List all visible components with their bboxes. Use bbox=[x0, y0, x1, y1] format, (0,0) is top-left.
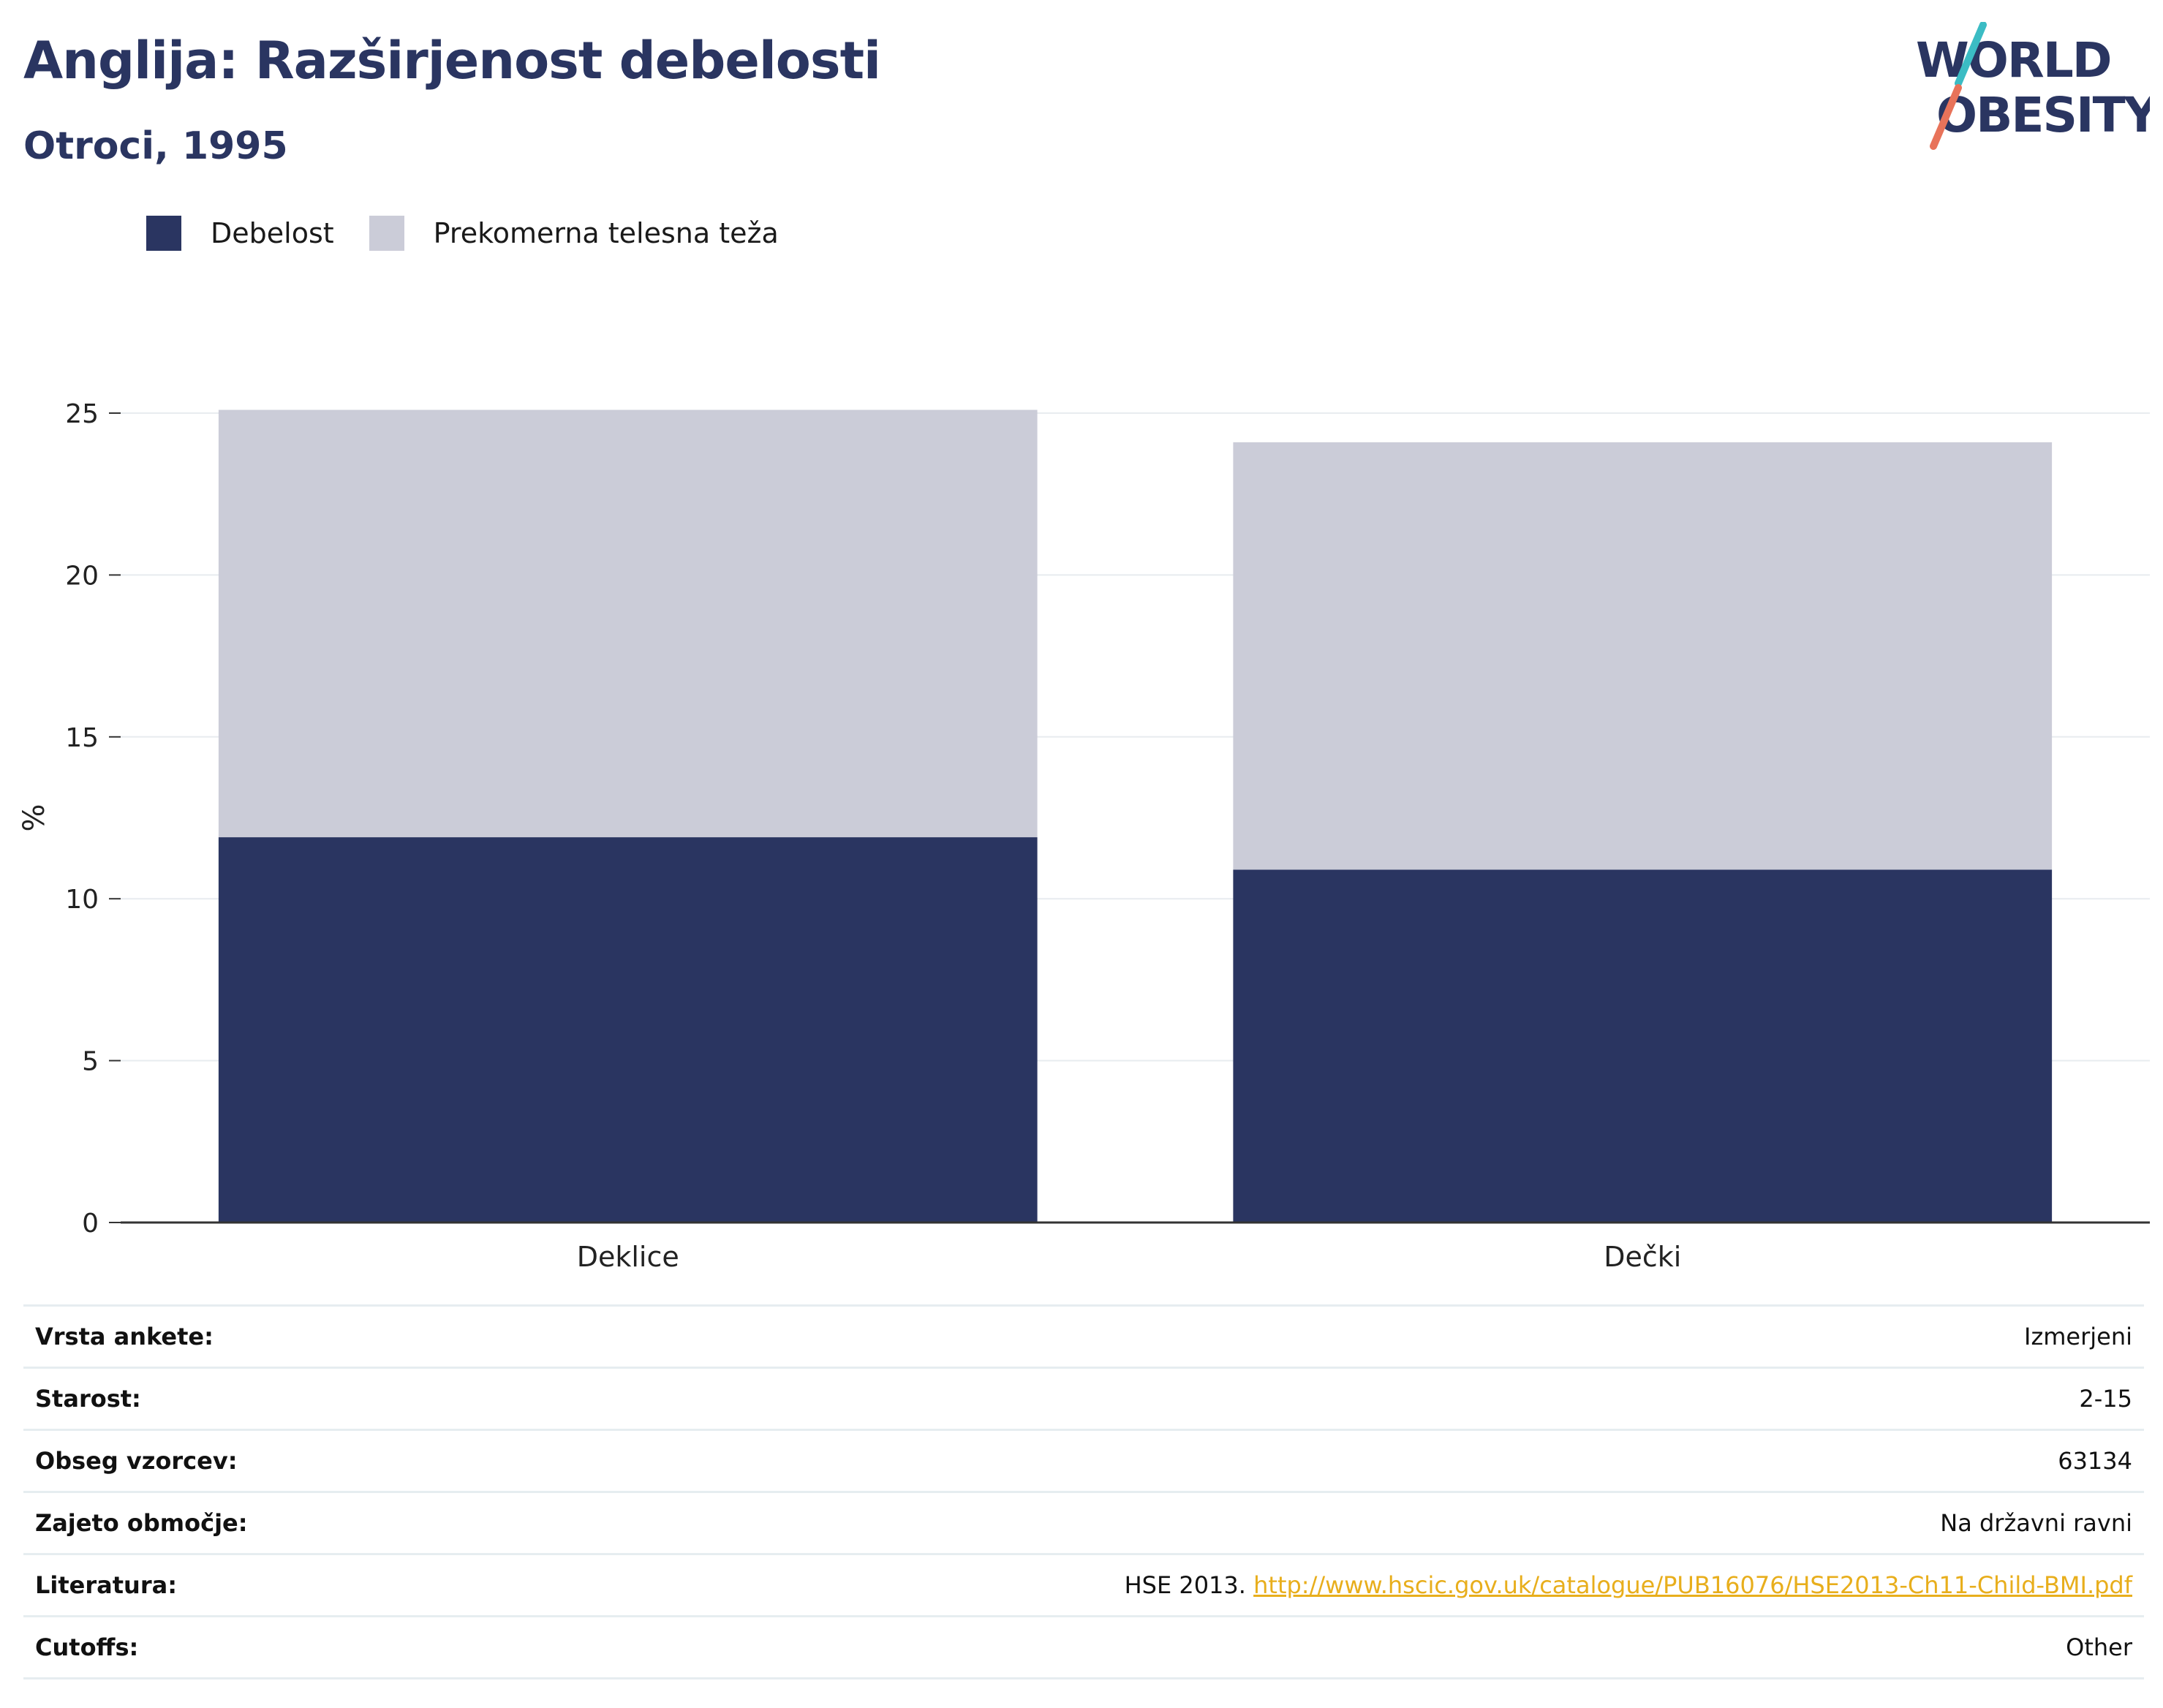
meta-key: Cutoffs: bbox=[35, 1633, 139, 1661]
meta-value-text: 63134 bbox=[2058, 1447, 2132, 1475]
meta-key: Zajeto območje: bbox=[35, 1509, 248, 1537]
legend-label-prekomerna: Prekomerna telesna teža bbox=[433, 217, 779, 249]
bar-prekomerna-1 bbox=[1233, 442, 2053, 870]
legend-swatch-debelost bbox=[146, 216, 181, 251]
legend-label-debelost: Debelost bbox=[211, 217, 334, 249]
meta-value-text: 2-15 bbox=[2079, 1385, 2132, 1413]
table-row: Zajeto območje: Na državni ravni bbox=[23, 1491, 2144, 1553]
page-title: Anglija: Razširjenost debelosti bbox=[23, 31, 881, 91]
y-tick-label: 0 bbox=[82, 1209, 99, 1239]
survey-info-table: Vrsta ankete: Izmerjeni Starost: 2-15 Obseg … bbox=[23, 1304, 2144, 1679]
meta-value: Izmerjeni bbox=[2024, 1323, 2132, 1350]
meta-value: HSE 2013. http://www.hscic.gov.uk/catalo… bbox=[1125, 1571, 2132, 1599]
reference-link[interactable]: http://www.hscic.gov.uk/catalogue/PUB160… bbox=[1253, 1571, 2132, 1599]
table-row: Starost: 2-15 bbox=[23, 1367, 2144, 1429]
legend-swatch-prekomerna bbox=[369, 216, 404, 251]
y-tick-label: 5 bbox=[82, 1047, 99, 1077]
meta-value: 2-15 bbox=[2079, 1385, 2132, 1413]
stacked-bar-chart: 0 5 10 15 20 25 Deklice Dečki % bbox=[18, 399, 2150, 1273]
table-row: Cutoffs: Other bbox=[23, 1615, 2144, 1679]
y-tick-label: 15 bbox=[65, 723, 99, 753]
meta-value-text: Na državni ravni bbox=[1940, 1509, 2132, 1537]
world-obesity-logo: WORLD OBESITY bbox=[1916, 22, 2150, 150]
meta-value-text: HSE 2013. bbox=[1124, 1571, 1254, 1599]
svg-text:OBESITY: OBESITY bbox=[1936, 87, 2150, 143]
page-subtitle: Otroci, 1995 bbox=[23, 124, 288, 168]
table-row: Obseg vzorcev: 63134 bbox=[23, 1429, 2144, 1491]
meta-key: Vrsta ankete: bbox=[35, 1323, 214, 1350]
y-tick-label: 25 bbox=[65, 399, 99, 429]
bar-prekomerna-0 bbox=[218, 409, 1038, 838]
meta-value: 63134 bbox=[2058, 1447, 2132, 1475]
meta-key: Starost: bbox=[35, 1385, 141, 1413]
bar-debelost-0 bbox=[218, 837, 1038, 1223]
meta-value-text: Izmerjeni bbox=[2024, 1323, 2132, 1350]
meta-key: Obseg vzorcev: bbox=[35, 1447, 238, 1475]
y-axis-title: % bbox=[18, 804, 51, 831]
chart-legend: Debelost Prekomerna telesna teža bbox=[146, 216, 814, 251]
meta-key: Literatura: bbox=[35, 1571, 177, 1599]
meta-value: Other bbox=[2066, 1633, 2132, 1661]
y-tick-label: 10 bbox=[65, 885, 99, 915]
x-category-label: Dečki bbox=[1604, 1241, 1681, 1273]
bar-debelost-1 bbox=[1233, 869, 2053, 1223]
svg-text:WORLD: WORLD bbox=[1916, 32, 2111, 88]
meta-value-text: Other bbox=[2066, 1633, 2132, 1661]
meta-value: Na državni ravni bbox=[1940, 1509, 2132, 1537]
y-tick-label: 20 bbox=[65, 561, 99, 591]
table-row: Vrsta ankete: Izmerjeni bbox=[23, 1304, 2144, 1367]
table-row: Literatura: HSE 2013. http://www.hscic.go… bbox=[23, 1553, 2144, 1615]
legend-item-prekomerna: Prekomerna telesna teža bbox=[369, 216, 779, 251]
legend-item-debelost: Debelost bbox=[146, 216, 334, 251]
x-category-label: Deklice bbox=[577, 1241, 679, 1273]
